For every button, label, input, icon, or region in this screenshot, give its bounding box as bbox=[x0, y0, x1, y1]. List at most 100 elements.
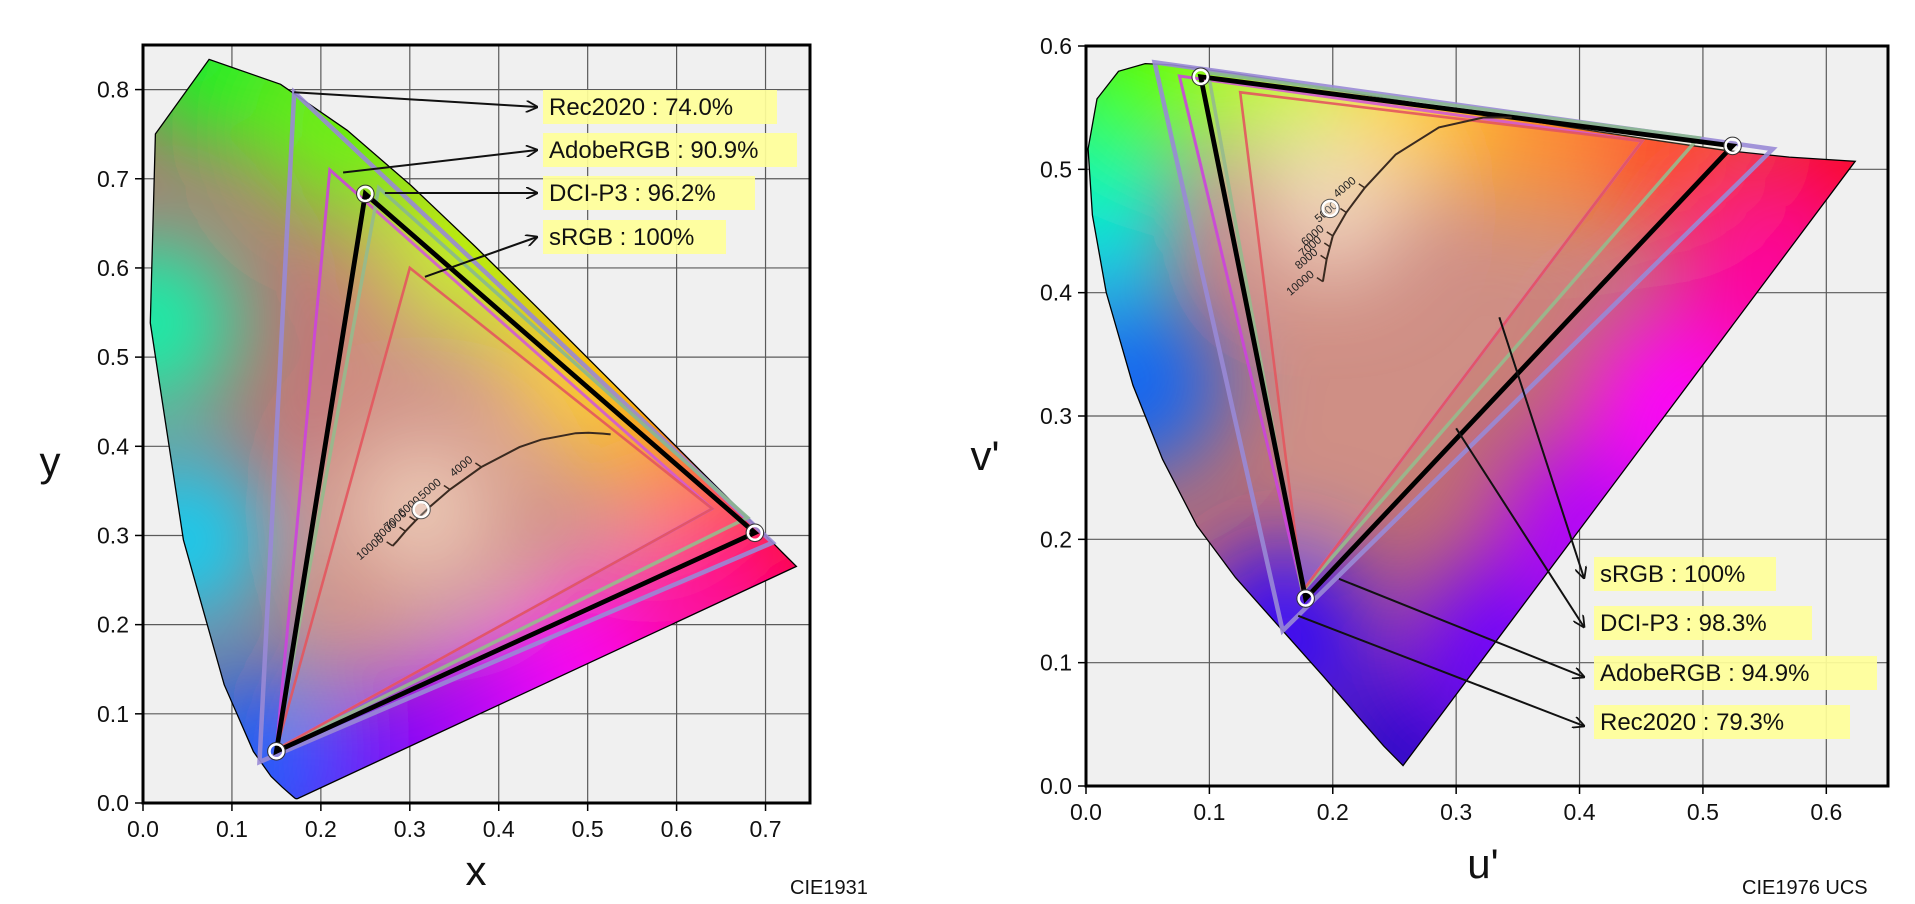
display-vertex-ring bbox=[356, 184, 375, 204]
white-point bbox=[411, 499, 431, 520]
white-point bbox=[1320, 198, 1340, 219]
white-point-ring bbox=[1320, 198, 1340, 219]
dci-p3-gamut-triangle bbox=[1206, 70, 1702, 596]
callout-box bbox=[1594, 705, 1850, 739]
axis-ticks: 0.0 0.1 0.2 0.3 0.4 0.5 0.6 0.7 0.0 0.1 0.2 0.3 0.4 0… bbox=[97, 77, 782, 842]
y-tick-label: 0.4 bbox=[97, 433, 129, 459]
x-tick-label: 0.5 bbox=[572, 816, 604, 842]
display-vertex-ring bbox=[1723, 136, 1742, 156]
axis-ticks: 0.0 0.1 0.2 0.3 0.4 0.5 0.6 0.0 0.1 0.2 0.3 0.4 0.5 0… bbox=[1040, 33, 1842, 825]
callout-rec2020: Rec2020 : 79.3% bbox=[1297, 614, 1850, 739]
display-vertex-marker bbox=[746, 524, 764, 542]
white-core bbox=[351, 439, 492, 580]
white-core bbox=[1260, 138, 1401, 279]
cct-tick bbox=[1323, 242, 1331, 248]
x-tick-label: 0.4 bbox=[1564, 799, 1596, 825]
y-tick-label: 0.5 bbox=[1040, 156, 1072, 182]
callout-label: Rec2020 : 79.3% bbox=[1600, 709, 1784, 736]
y-axis-title: y bbox=[40, 438, 61, 485]
caption-cie1976-ucs: CIE1976 UCS bbox=[1742, 877, 1868, 899]
y-tick-label: 0.1 bbox=[97, 701, 129, 727]
cct-tick bbox=[474, 462, 482, 468]
y-tick-label: 0.4 bbox=[1040, 280, 1072, 306]
x-tick-label: 0.0 bbox=[1070, 799, 1102, 825]
callout-srgb: sRGB : 100% bbox=[424, 220, 726, 278]
cct-tick bbox=[1358, 183, 1366, 189]
callout-box bbox=[1594, 656, 1877, 690]
cct-tick bbox=[1339, 207, 1347, 214]
callout-label: DCI-P3 : 96.2% bbox=[549, 180, 716, 207]
x-axis-title: u' bbox=[1467, 840, 1498, 887]
locus-outline bbox=[1087, 62, 1857, 767]
callout-label: sRGB : 100% bbox=[549, 224, 694, 251]
callout-arrow bbox=[424, 237, 537, 278]
callout-box bbox=[1594, 557, 1776, 591]
callout-rec2020: Rec2020 : 74.0% bbox=[294, 90, 777, 124]
callout-arrow bbox=[1455, 427, 1584, 627]
white-point-marker bbox=[1321, 199, 1339, 218]
callout-label: Rec2020 : 74.0% bbox=[549, 94, 733, 121]
callout-box bbox=[543, 176, 755, 210]
display-vertex-marker bbox=[1297, 590, 1314, 607]
x-tick-label: 0.6 bbox=[661, 816, 693, 842]
x-tick-label: 0.2 bbox=[305, 816, 337, 842]
callout-box bbox=[543, 133, 797, 167]
y-tick-label: 0.6 bbox=[1040, 33, 1072, 59]
x-tick-label: 0.3 bbox=[394, 816, 426, 842]
cct-tick bbox=[399, 526, 406, 532]
caption-cie1931: CIE1931 bbox=[790, 877, 868, 899]
x-tick-label: 0.3 bbox=[1440, 799, 1472, 825]
white-point-ring bbox=[411, 499, 431, 520]
cct-tick bbox=[1316, 276, 1324, 283]
callout-label: sRGB : 100% bbox=[1600, 561, 1745, 588]
display-gamut-triangle bbox=[273, 189, 760, 756]
x-tick-label: 0.0 bbox=[127, 816, 159, 842]
callout-box bbox=[1594, 606, 1812, 640]
y-axis-title: v' bbox=[970, 432, 999, 479]
y-tick-label: 0.2 bbox=[97, 612, 129, 638]
cct-tick bbox=[1320, 254, 1328, 260]
y-tick-label: 0.8 bbox=[97, 77, 129, 103]
y-tick-label: 0.5 bbox=[97, 344, 129, 370]
callout-arrow bbox=[294, 91, 537, 107]
srgb-gamut-triangle bbox=[274, 265, 715, 753]
y-tick-label: 0.7 bbox=[97, 166, 129, 192]
callout-dci-p3: DCI-P3 : 98.3% bbox=[1455, 427, 1812, 640]
x-tick-label: 0.5 bbox=[1687, 799, 1719, 825]
srgb-gamut-triangle bbox=[1238, 90, 1645, 595]
cct-tick bbox=[409, 516, 416, 522]
callout-box bbox=[543, 220, 726, 254]
display-vertex-ring bbox=[267, 741, 286, 761]
gamut-triangles bbox=[1151, 59, 1778, 636]
display-vertex-marker bbox=[268, 742, 285, 760]
y-tick-label: 0.0 bbox=[97, 790, 129, 816]
display-vertex-ring bbox=[1191, 67, 1211, 87]
x-tick-label: 0.7 bbox=[750, 816, 782, 842]
x-tick-label: 0.4 bbox=[483, 816, 515, 842]
callout-arrow bbox=[1498, 317, 1584, 578]
y-tick-label: 0.1 bbox=[1040, 650, 1072, 676]
y-tick-label: 0.6 bbox=[97, 255, 129, 281]
callout-box bbox=[543, 90, 777, 124]
y-tick-label: 0.3 bbox=[97, 522, 129, 548]
cct-tick bbox=[1326, 231, 1334, 237]
display-vertex-marker bbox=[1724, 137, 1741, 155]
callout-label: DCI-P3 : 98.3% bbox=[1600, 610, 1767, 637]
x-tick-label: 0.2 bbox=[1317, 799, 1349, 825]
x-tick-label: 0.1 bbox=[1193, 799, 1225, 825]
callout-arrow bbox=[1297, 614, 1584, 726]
gamut-callouts: Rec2020 : 74.0% AdobeRGB : 90.9% DCI-P3 : … bbox=[294, 90, 797, 278]
callout-dci-p3: DCI-P3 : 96.2% bbox=[384, 176, 755, 210]
x-tick-label: 0.6 bbox=[1810, 799, 1842, 825]
display-gamut-triangle bbox=[1197, 73, 1738, 604]
display-vertex-ring bbox=[745, 523, 765, 543]
y-tick-label: 0.2 bbox=[1040, 526, 1072, 552]
gamut-callouts: sRGB : 100% DCI-P3 : 98.3% AdobeRGB : 94.9… bbox=[1297, 317, 1877, 739]
callout-arrow bbox=[342, 150, 537, 174]
callout-label: AdobeRGB : 94.9% bbox=[1600, 660, 1809, 687]
x-axis-title: x bbox=[466, 847, 487, 894]
display-vertex-marker bbox=[1192, 68, 1210, 86]
